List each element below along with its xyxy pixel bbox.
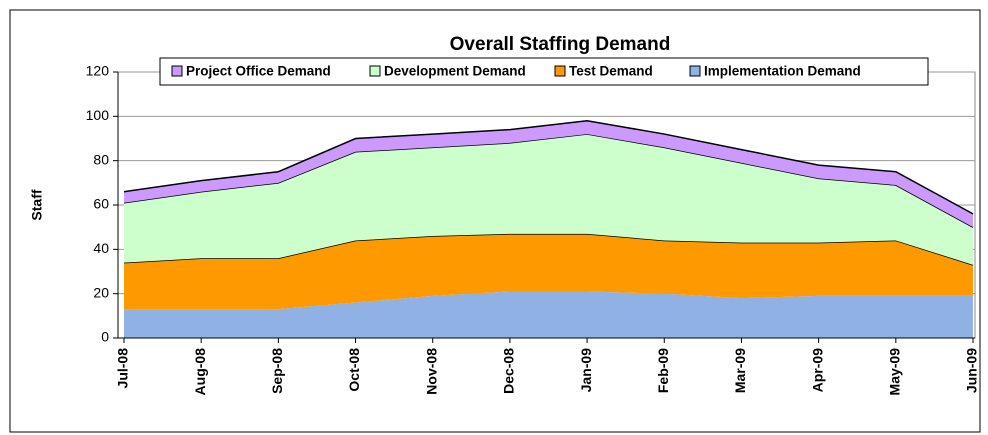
- x-tick-label: Jan-09: [578, 348, 594, 393]
- area: [124, 233, 973, 310]
- x-tick-label: May-09: [887, 348, 903, 396]
- x-tick-label: Feb-09: [655, 348, 671, 393]
- legend-label: Test Demand: [569, 64, 653, 79]
- x-tick-label: Nov-08: [423, 348, 439, 395]
- y-tick-label: 0: [101, 329, 109, 345]
- x-tick-label: Dec-08: [501, 348, 517, 394]
- legend-swatch: [554, 65, 566, 77]
- y-tick-label: 20: [93, 284, 109, 300]
- legend-label: Project Office Demand: [186, 64, 331, 79]
- x-tick-label: Jul-08: [115, 348, 131, 389]
- x-tick-label: Aug-08: [192, 348, 208, 396]
- x-tick-label: Sep-08: [269, 348, 285, 394]
- y-tick-label: 80: [93, 151, 109, 167]
- legend-swatch: [171, 65, 183, 77]
- x-tick-label: Mar-09: [732, 348, 748, 393]
- y-tick-label: 40: [93, 240, 109, 256]
- legend-swatch: [689, 65, 701, 77]
- x-tick-label: Oct-08: [346, 348, 362, 392]
- legend-label: Implementation Demand: [704, 64, 861, 79]
- area: [124, 134, 973, 265]
- area-outline: [123, 120, 974, 215]
- x-tick-label: Jun-09: [964, 348, 980, 393]
- x-tick-label: Apr-09: [809, 348, 825, 393]
- legend-label: Development Demand: [384, 64, 526, 79]
- legend: [159, 57, 929, 86]
- y-axis-label: Staff: [29, 189, 45, 220]
- y-tick-label: 120: [86, 63, 110, 79]
- y-tick-label: 60: [93, 196, 109, 212]
- chart-title: Overall Staffing Demand: [450, 34, 671, 55]
- area: [124, 291, 973, 338]
- y-tick-label: 100: [86, 107, 110, 123]
- area-outline: [123, 133, 974, 228]
- legend-swatch: [369, 65, 381, 77]
